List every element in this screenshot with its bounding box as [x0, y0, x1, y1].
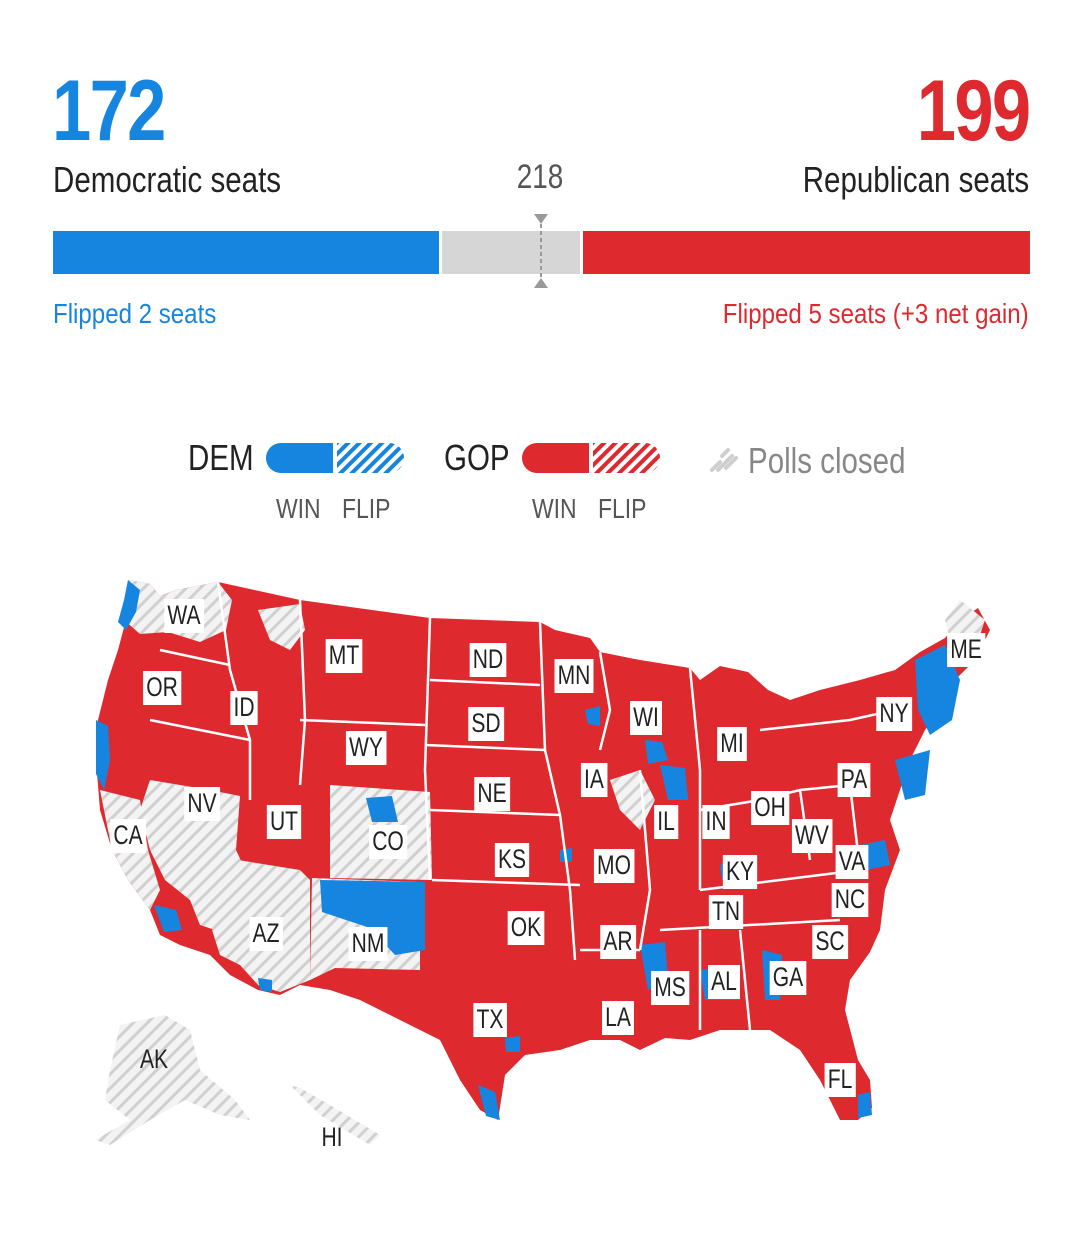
- state-label-wy[interactable]: WY: [345, 731, 387, 765]
- state-label-mo[interactable]: MO: [593, 849, 635, 883]
- dem-bar-fill: [53, 231, 439, 274]
- dem-districts-fl: [858, 1092, 872, 1118]
- state-label-sd[interactable]: SD: [468, 707, 504, 741]
- map-svg: [95, 580, 990, 1145]
- legend-dem-label: DEM: [188, 437, 254, 478]
- state-label-me[interactable]: ME: [947, 633, 985, 667]
- state-label-or[interactable]: OR: [143, 671, 181, 705]
- state-label-sc[interactable]: SC: [812, 925, 848, 959]
- state-label-wi[interactable]: WI: [630, 701, 662, 735]
- state-label-pa[interactable]: PA: [837, 763, 871, 797]
- legend-gop-flip-label: FLIP: [598, 493, 647, 524]
- state-label-mi[interactable]: MI: [717, 727, 747, 761]
- state-label-ok[interactable]: OK: [507, 911, 545, 945]
- dem-flip-summary: Flipped 2 seats: [53, 298, 217, 329]
- state-label-wa[interactable]: WA: [164, 599, 204, 633]
- state-label-nv[interactable]: NV: [184, 787, 220, 821]
- state-label-ut[interactable]: UT: [266, 805, 302, 839]
- legend-gop-win-swatch: [522, 443, 589, 473]
- legend-dem-flip-label: FLIP: [342, 493, 391, 524]
- state-label-ga[interactable]: GA: [769, 961, 807, 995]
- state-label-oh[interactable]: OH: [751, 791, 789, 825]
- state-label-ky[interactable]: KY: [722, 855, 758, 889]
- dem-districts-tx-sa: [505, 1036, 520, 1052]
- legend-gop-win-label: WIN: [532, 493, 577, 524]
- dem-districts-wi: [645, 740, 668, 764]
- state-label-wv[interactable]: WV: [791, 819, 833, 853]
- legend-closed-swatch: [710, 448, 738, 472]
- state-label-nm[interactable]: NM: [348, 927, 388, 961]
- state-label-ia[interactable]: IA: [580, 763, 608, 797]
- state-label-ks[interactable]: KS: [494, 843, 530, 877]
- dem-seat-count: 172: [52, 63, 166, 159]
- state-label-tn[interactable]: TN: [708, 895, 744, 929]
- legend-dem-win-label: WIN: [276, 493, 321, 524]
- state-label-ne[interactable]: NE: [474, 777, 510, 811]
- majority-marker-top-arrow: [534, 214, 548, 224]
- legend-dem-win-swatch: [266, 443, 333, 473]
- state-label-az[interactable]: AZ: [249, 917, 283, 951]
- dem-districts-northeast: [895, 750, 930, 800]
- state-label-hi[interactable]: HI: [321, 1122, 343, 1152]
- state-label-co[interactable]: CO: [369, 825, 407, 859]
- legend-gop-label: GOP: [444, 437, 510, 478]
- dem-districts-ny: [915, 645, 960, 735]
- state-label-fl[interactable]: FL: [824, 1063, 856, 1097]
- state-label-va[interactable]: VA: [835, 845, 869, 879]
- legend-gop-flip-swatch: [593, 443, 660, 473]
- gop-seat-label: Republican seats: [802, 159, 1029, 200]
- state-label-la[interactable]: LA: [601, 1001, 635, 1035]
- majority-marker-bottom-arrow: [534, 278, 548, 288]
- dem-districts-az: [258, 978, 272, 992]
- gop-bar-fill: [583, 231, 1030, 274]
- state-label-al[interactable]: AL: [707, 965, 741, 999]
- state-label-mn[interactable]: MN: [554, 659, 594, 693]
- dem-bar-divider: [439, 231, 442, 274]
- state-label-mt[interactable]: MT: [325, 639, 363, 673]
- gop-seat-count: 199: [916, 63, 1030, 159]
- majority-threshold: 218: [516, 158, 564, 196]
- seat-scoreboard: 172 199 Democratic seats Republican seat…: [0, 0, 1079, 360]
- majority-marker: [534, 214, 548, 288]
- legend-dem-swatch: [266, 443, 404, 473]
- alaska-shape: [95, 1015, 250, 1145]
- state-label-ca[interactable]: CA: [110, 819, 146, 853]
- state-label-ar[interactable]: AR: [600, 925, 636, 959]
- state-label-ak[interactable]: AK: [139, 1044, 169, 1074]
- us-house-map: WA OR ID MT ND MN WI MI NY ME SD WY NV CA UT CO NE IA IL IN…: [0, 560, 1079, 1240]
- dem-districts-wa: [118, 580, 140, 630]
- hawaii-shape: [290, 1085, 380, 1145]
- region-mt-west-closed: [258, 604, 305, 650]
- state-label-nc[interactable]: NC: [831, 883, 869, 917]
- dem-districts-ca-la: [154, 905, 182, 932]
- state-label-nd[interactable]: ND: [469, 643, 507, 677]
- dem-seat-label: Democratic seats: [53, 159, 282, 200]
- dem-districts-co: [366, 796, 398, 822]
- legend-closed-label: Polls closed: [748, 440, 906, 481]
- region-west-closed: [140, 780, 250, 930]
- state-label-il[interactable]: IL: [654, 805, 678, 839]
- state-label-id[interactable]: ID: [230, 691, 258, 725]
- gop-flip-summary: Flipped 5 seats (+3 net gain): [723, 298, 1029, 329]
- state-label-in[interactable]: IN: [702, 805, 730, 839]
- gop-bar-divider: [580, 231, 583, 274]
- dem-districts-tx: [478, 1085, 500, 1120]
- legend-dem-flip-swatch: [337, 443, 404, 473]
- state-label-ms[interactable]: MS: [651, 971, 689, 1005]
- state-label-ny[interactable]: NY: [876, 697, 912, 731]
- state-label-tx[interactable]: TX: [473, 1003, 507, 1037]
- dem-districts-nm: [320, 880, 425, 955]
- dem-districts-il: [660, 765, 688, 800]
- dem-districts-mn: [585, 706, 600, 726]
- legend-gop-swatch: [522, 443, 660, 473]
- dem-districts-ca-bay: [96, 720, 110, 790]
